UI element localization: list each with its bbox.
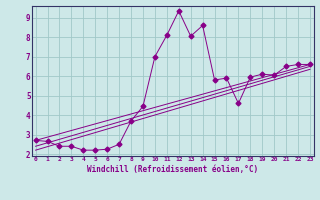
X-axis label: Windchill (Refroidissement éolien,°C): Windchill (Refroidissement éolien,°C) — [87, 165, 258, 174]
